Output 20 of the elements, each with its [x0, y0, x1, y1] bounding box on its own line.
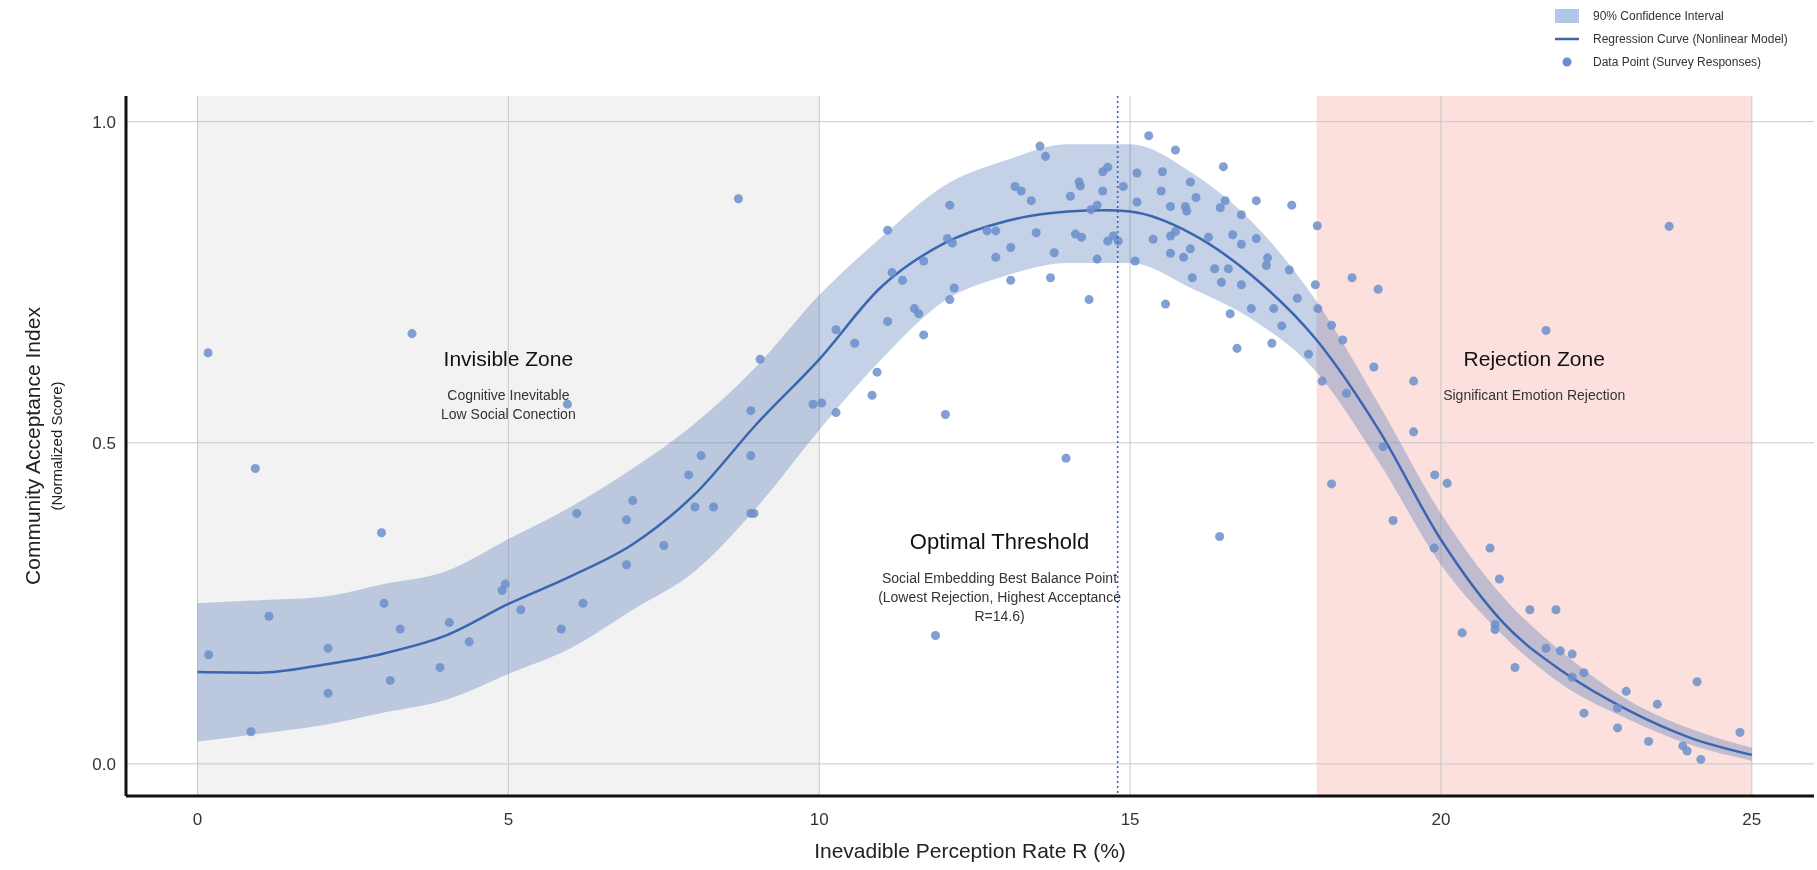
y-tick-label: 0.5: [92, 433, 116, 453]
legend-label: 90% Confidence Interval: [1593, 9, 1724, 23]
ref-line-label: Optimal Threshold: [909, 528, 1090, 554]
annotation: Cognitive Inevitable Low Social Conection: [441, 386, 576, 422]
x-tick-label: 5: [503, 810, 514, 829]
x-tick-label: 0: [192, 810, 203, 829]
band-label: Rejection Zone: [1463, 346, 1605, 370]
x-tick-label: 25: [1742, 810, 1762, 829]
x-axis-title: Inevadible Perception Rate R (%): [814, 839, 1126, 862]
band-label: Invisible Zone: [443, 346, 574, 370]
y-axis-title: Community Acceptance Index (Normalized Score): [21, 306, 65, 585]
x-tick-label: 10: [809, 810, 829, 829]
x-tick-label: 15: [1120, 810, 1140, 829]
y-tick-label: 1.0: [92, 112, 116, 132]
x-tick-label: 20: [1431, 810, 1451, 829]
legend-label: Data Point (Survey Responses): [1593, 55, 1762, 69]
legend-label: Regression Curve (Nonlinear Model): [1593, 32, 1788, 46]
annotation: Social Embedding Best Balance Point (Lowest Rejection, Highest Acceptance R=14.6): [878, 569, 1122, 624]
y-tick-label: 0.0: [92, 754, 116, 774]
annotation: Significant Emotion Rejection: [1443, 386, 1626, 403]
